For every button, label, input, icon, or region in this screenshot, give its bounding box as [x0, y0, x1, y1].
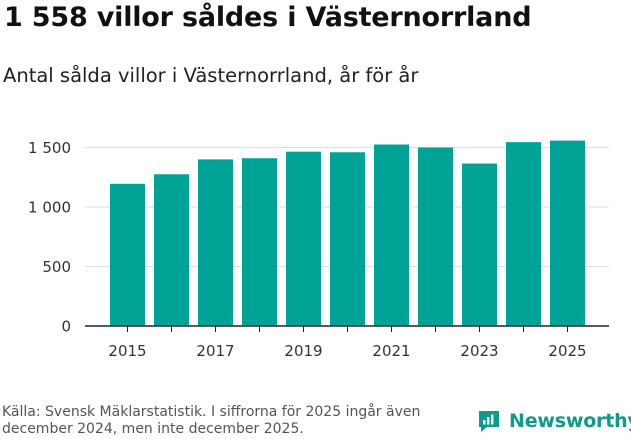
source-note: Källa: Svensk Mäklarstatistik. I siffror…	[2, 404, 421, 437]
x-axis-ticks: 2015 2017 2019 2021 2023 2025	[108, 326, 587, 360]
brand-name: Newsworthy	[509, 410, 631, 432]
x-tick-label: 2023	[460, 342, 498, 360]
bar-2021	[374, 144, 409, 326]
bar-2015	[110, 183, 145, 326]
bar-2017	[198, 159, 233, 326]
x-tick-label: 2017	[196, 342, 234, 360]
bar-chart: 0 500 1 000 1 500 2015 2017 2019 2021 2023 2025	[28, 139, 609, 360]
bar-2025	[550, 140, 585, 326]
y-tick-label: 0	[61, 318, 71, 336]
bar-2019	[286, 151, 321, 326]
chart-subtitle: Antal sålda villor i Västernorrland, år …	[3, 64, 419, 87]
y-tick-label: 1 000	[28, 199, 71, 217]
x-tick-label: 2025	[548, 342, 586, 360]
bar-2024	[506, 142, 541, 326]
y-tick-label: 500	[42, 258, 71, 276]
x-tick-label: 2019	[284, 342, 322, 360]
x-tick-label: 2021	[372, 342, 410, 360]
bar-2023	[462, 163, 497, 326]
y-axis-ticks: 0 500 1 000 1 500	[28, 139, 71, 336]
x-tick-label: 2015	[108, 342, 146, 360]
y-tick-label: 1 500	[28, 139, 71, 157]
brand: Newsworthy	[476, 408, 631, 434]
newsworthy-logo-icon	[479, 411, 499, 432]
bar-2022	[418, 147, 453, 326]
bar-2018	[242, 158, 277, 326]
bars	[110, 140, 585, 326]
chart-title: 1 558 villor såldes i Västernorrland	[4, 2, 532, 33]
bar-2016	[154, 174, 189, 326]
bar-2020	[330, 152, 365, 326]
